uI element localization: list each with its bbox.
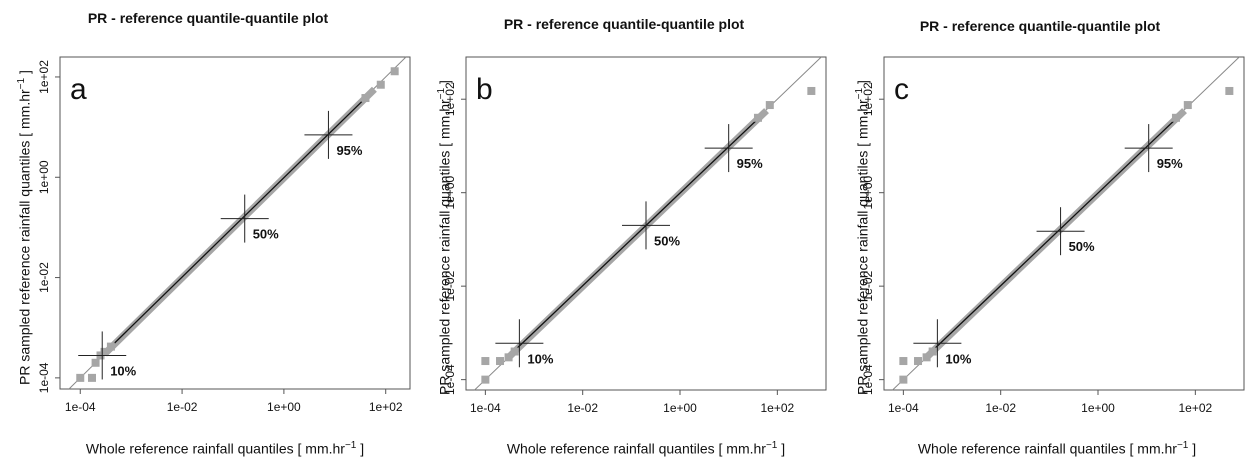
y-tick-label: 1e-04 (443, 364, 457, 395)
y-tick-label: 1e+02 (37, 60, 51, 94)
chart-panel-c: PR - reference quantile-quantile plot PR… (832, 0, 1248, 460)
x-tick-label: 1e-04 (65, 400, 96, 414)
data-point (928, 347, 937, 356)
data-point (106, 342, 115, 351)
qq-plot-a: 10% 50% 95% a 1e-04 1e-04 1e-02 1e-02 1e+00 1e+00… (37, 56, 411, 414)
x-tick-label: 1e+02 (369, 400, 403, 414)
percentile-label: 10% (945, 351, 971, 366)
percentile-label: 95% (336, 143, 362, 158)
y-tick-label: 1e+00 (37, 160, 51, 194)
chart-title: PR - reference quantile-quantile plot (503, 16, 745, 32)
y-tick-label: 1e+00 (861, 176, 875, 210)
data-point (914, 357, 923, 366)
panel-letter: c (894, 73, 909, 106)
y-tick-label: 1e-02 (443, 270, 457, 301)
data-point (765, 101, 774, 110)
data-point (1225, 86, 1234, 95)
x-tick-label: 1e-02 (167, 400, 198, 414)
data-point (376, 80, 385, 89)
percentile-label: 50% (253, 227, 279, 242)
data-point (899, 375, 908, 384)
x-tick-label: 1e-02 (985, 401, 1016, 415)
percentile-label: 10% (110, 363, 136, 378)
data-point (1183, 101, 1192, 110)
y-tick-label: 1e-04 (37, 362, 51, 393)
y-tick-label: 1e+02 (861, 82, 875, 116)
plot-frame (465, 56, 827, 391)
x-tick-label: 1e-04 (470, 401, 501, 415)
data-point (510, 347, 519, 356)
qq-plot-b: 10% 50% 95% b 1e-04 1e-04 1e-02 1e-02 1e+00 1e+00… (443, 56, 827, 415)
y-tick-label: 1e+02 (443, 82, 457, 116)
data-point (753, 113, 762, 122)
data-point (922, 353, 931, 362)
data-point (76, 373, 85, 382)
panel-letter: a (70, 73, 87, 106)
percentile-label: 10% (527, 351, 553, 366)
x-tick-label: 1e-04 (888, 401, 919, 415)
percentile-label: 95% (1157, 156, 1183, 171)
x-tick-label: 1e+02 (1178, 401, 1212, 415)
x-tick-label: 1e+00 (663, 401, 697, 415)
quantile-line (932, 118, 1177, 351)
data-point (390, 67, 399, 76)
data-point (899, 357, 908, 366)
y-tick-label: 1e-02 (37, 262, 51, 293)
percentile-label: 50% (1069, 239, 1095, 254)
data-point (1171, 113, 1180, 122)
data-point (481, 357, 490, 366)
chart-title: PR - reference quantile-quantile plot (87, 10, 329, 26)
data-point (504, 353, 513, 362)
chart-title: PR - reference quantile-quantile plot (919, 18, 1161, 34)
x-axis-label: Whole reference rainfall quantiles [ mm.… (85, 440, 365, 457)
x-axis-label: Whole reference rainfall quantiles [ mm.… (917, 440, 1197, 457)
data-point (361, 94, 370, 103)
x-tick-label: 1e+00 (267, 400, 301, 414)
y-tick-label: 1e+00 (443, 176, 457, 210)
data-point (100, 347, 109, 356)
plot-frame (883, 56, 1245, 391)
plot-frame (59, 56, 411, 390)
data-point (87, 373, 96, 382)
x-axis-label: Whole reference rainfall quantiles [ mm.… (506, 440, 786, 457)
chart-panel-a: PR - reference quantile-quantile plot PR… (0, 0, 416, 460)
chart-panel-b: PR - reference quantile-quantile plot PR… (416, 0, 832, 460)
panel-letter: b (476, 73, 493, 106)
percentile-label: 50% (654, 233, 680, 248)
data-point (807, 86, 816, 95)
y-tick-label: 1e-02 (861, 270, 875, 301)
quantile-line (110, 97, 366, 348)
qq-plot-c: 10% 50% 95% c 1e-04 1e-04 1e-02 1e-02 1e+00 1e+00… (861, 56, 1245, 415)
data-point (496, 357, 505, 366)
quantile-line (514, 118, 759, 351)
data-point (481, 375, 490, 384)
x-tick-label: 1e-02 (567, 401, 598, 415)
x-tick-label: 1e+00 (1081, 401, 1115, 415)
data-point (91, 358, 100, 367)
x-tick-label: 1e+02 (760, 401, 794, 415)
percentile-label: 95% (737, 156, 763, 171)
y-tick-label: 1e-04 (861, 364, 875, 395)
